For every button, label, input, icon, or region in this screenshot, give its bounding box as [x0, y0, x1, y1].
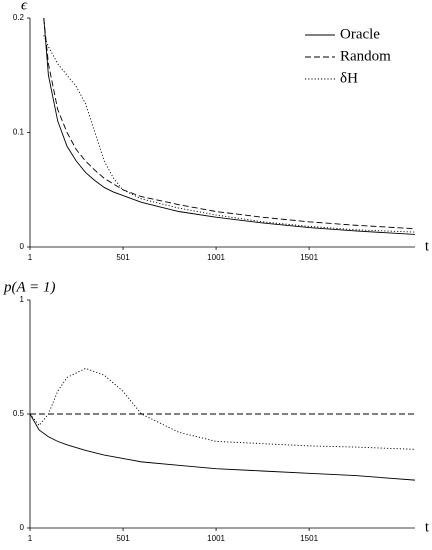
series-line — [43, 17, 416, 230]
y-tick-label: 0 — [20, 242, 25, 251]
x-tick-label: 1 — [28, 534, 33, 543]
legend-label: Random — [340, 48, 391, 64]
y-tick-label: 0 — [20, 523, 25, 532]
x-axis-label: t — [425, 238, 430, 254]
x-tick-label: 1001 — [207, 534, 225, 543]
x-tick-label: 1501 — [300, 534, 318, 543]
y-tick-label: 0.5 — [13, 409, 25, 418]
y-tick-label: 0.1 — [13, 128, 25, 137]
series-line — [29, 413, 416, 481]
series-line — [43, 17, 416, 235]
y-axis-label: p(A = 1) — [3, 279, 56, 295]
y-tick-label: 0.2 — [13, 13, 25, 22]
y-tick-label: 1 — [20, 295, 25, 304]
x-tick-label: 1 — [28, 253, 33, 262]
legend-label: δH — [340, 70, 358, 86]
x-tick-label: 501 — [116, 534, 130, 543]
x-tick-label: 1501 — [300, 253, 318, 262]
x-tick-label: 1001 — [207, 253, 225, 262]
x-axis-label: t — [425, 519, 430, 535]
series-line — [29, 367, 416, 450]
series-line — [43, 35, 416, 233]
y-axis-label: ϵ — [21, 0, 28, 13]
legend-label: Oracle — [340, 26, 380, 42]
x-tick-label: 501 — [116, 253, 130, 262]
